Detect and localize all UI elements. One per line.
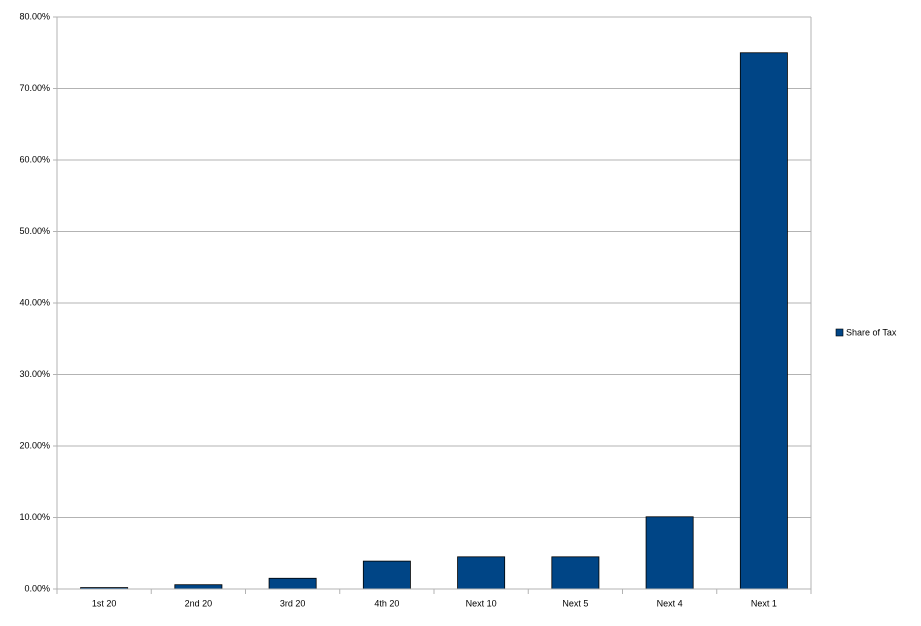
y-tick-label: 80.00%	[19, 11, 50, 21]
bar	[645, 516, 694, 590]
y-tick-label: 30.00%	[19, 369, 50, 379]
bar	[362, 560, 411, 590]
legend-swatch	[835, 328, 844, 337]
y-tick-label: 50.00%	[19, 226, 50, 236]
bar	[739, 52, 788, 590]
y-tick-label: 20.00%	[19, 440, 50, 450]
x-tick-label: 2nd 20	[185, 598, 213, 608]
x-tick-label: 1st 20	[92, 598, 117, 608]
bar	[551, 556, 600, 590]
x-tick-label: Next 5	[562, 598, 588, 608]
x-tick-label: 3rd 20	[280, 598, 306, 608]
bar	[457, 556, 506, 590]
y-tick-label: 70.00%	[19, 83, 50, 93]
x-tick-label: Next 10	[466, 598, 497, 608]
x-tick-label: 4th 20	[374, 598, 399, 608]
x-tick-label: Next 1	[751, 598, 777, 608]
y-tick-label: 10.00%	[19, 512, 50, 522]
x-tick-label: Next 4	[657, 598, 683, 608]
bar	[174, 584, 223, 590]
y-tick-label: 60.00%	[19, 154, 50, 164]
y-tick-label: 40.00%	[19, 297, 50, 307]
y-tick-label: 0.00%	[24, 583, 50, 593]
bar	[268, 577, 317, 590]
legend-label: Share of Tax	[846, 327, 897, 337]
